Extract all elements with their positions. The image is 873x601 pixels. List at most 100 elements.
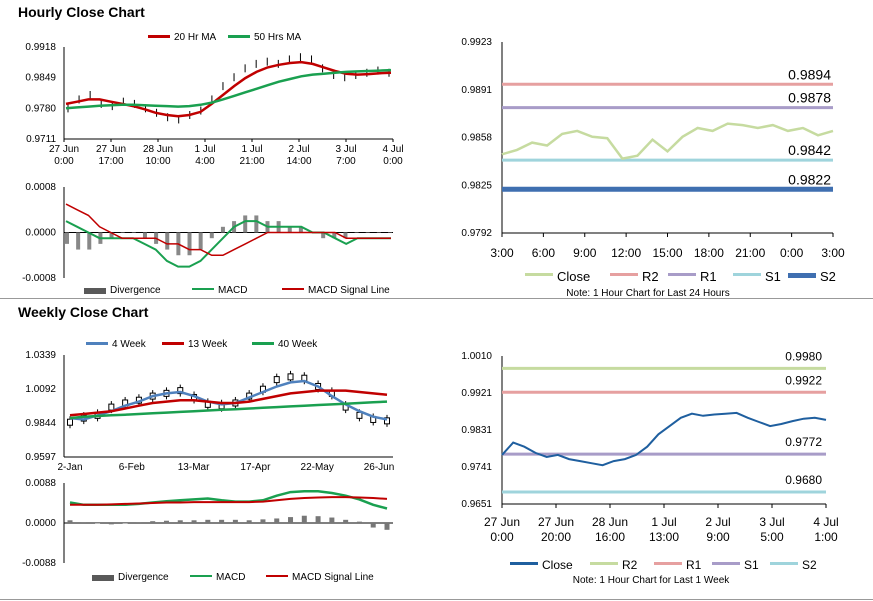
legend-hourly-level-r1-swatch — [668, 273, 696, 276]
hourly-levels-xtick-label: 3:00 — [821, 246, 845, 260]
hourly-levels-ytick-label: 0.9891 — [461, 85, 492, 96]
hourly-divergence-bar — [131, 232, 136, 233]
hourly-levels-xtick-label: 0:00 — [780, 246, 804, 260]
hourly-20hr-ma-line — [65, 60, 392, 118]
weekly-divergence-bar — [315, 516, 321, 523]
legend-hourly-level-s1-label: S1 — [765, 269, 781, 284]
hourly-price-ytick-label: 0.9918 — [25, 42, 56, 53]
weekly-divergence-bar — [301, 515, 307, 523]
weekly-candle-body — [67, 418, 73, 426]
legend-hourly-level-r2-swatch — [610, 273, 638, 276]
legend-hourly-macd-signal-swatch — [282, 288, 304, 290]
weekly-candle-body — [384, 417, 390, 425]
weekly-divergence-bar — [81, 522, 87, 523]
hourly-levels-ytick-label: 0.9858 — [461, 133, 492, 144]
legend-hourly-level-close-label: Close — [557, 269, 590, 284]
section-divider — [0, 298, 873, 299]
hourly-level-s2-label: 0.9822 — [788, 171, 831, 187]
weekly-divergence-bar — [288, 517, 294, 523]
legend-40week-swatch — [252, 342, 274, 345]
weekly-macd-line — [69, 489, 388, 510]
legend-hourly-level-s1-swatch — [733, 273, 761, 276]
hourly-divergence-bar — [376, 232, 381, 233]
hourly-levels-close-line — [501, 122, 834, 160]
weekly-divergence-bar — [177, 520, 183, 523]
hourly-divergence-bar — [298, 226, 303, 233]
weekly-levels-xtick-time: 1:00 — [814, 530, 838, 544]
legend-4week-label: 4 Week — [112, 339, 147, 350]
weekly-levels-xtick-date: 27 Jun — [484, 515, 520, 529]
weekly-divergence-bar — [205, 519, 211, 523]
weekly-divergence-bar — [122, 523, 128, 524]
weekly-levels-xtick-time: 9:00 — [706, 530, 730, 544]
legend-weekly-macd-signal-label: MACD Signal Line — [292, 572, 374, 583]
hourly-price-ytick-label: 0.9780 — [25, 103, 56, 114]
hourly-levels-ytick-label: 0.9825 — [461, 180, 492, 191]
legend-weekly-macd-label: MACD — [216, 572, 245, 583]
weekly-macd-ytick-label: -0.0088 — [22, 558, 56, 569]
hourly-divergence-bar — [109, 232, 114, 239]
hourly-levels-xtick-label: 18:00 — [694, 246, 724, 260]
legend-weekly-level-s1-swatch — [712, 562, 740, 565]
weekly-price-ytick-label: 1.0092 — [25, 384, 56, 395]
hourly-divergence-bar — [76, 232, 81, 250]
hourly-divergence-bar — [120, 232, 125, 233]
hourly-price-xtick-date: 28 Jun — [143, 144, 173, 155]
legend-hourly-level-s2-swatch — [788, 273, 816, 278]
hourly-macd-ytick-label: -0.0008 — [22, 273, 56, 284]
hourly-price-xtick-date: 27 Jun — [49, 144, 79, 155]
hourly-levels-xtick-label: 9:00 — [573, 246, 597, 260]
weekly-levels-xtick-date: 1 Jul — [651, 515, 676, 529]
weekly-divergence-bar — [343, 519, 349, 523]
legend-hourly-level-r1-label: R1 — [700, 269, 717, 284]
weekly-price-xtick-label: 17-Apr — [240, 462, 271, 473]
weekly-levels-ytick-label: 0.9741 — [461, 462, 492, 473]
weekly-4week-line — [69, 379, 388, 421]
weekly-level-r2-label: 0.9980 — [785, 349, 822, 363]
hourly-levels-ytick-label: 0.9923 — [461, 37, 492, 48]
weekly-price-ytick-label: 0.9597 — [25, 452, 56, 463]
weekly-divergence-bar — [95, 523, 101, 524]
legend-hourly-level-r2-label: R2 — [642, 269, 659, 284]
hourly-divergence-bar — [87, 232, 92, 250]
weekly-level-s1-label: 0.9772 — [785, 435, 822, 449]
hourly-divergence-bar — [354, 232, 359, 233]
weekly-levels-xtick-time: 0:00 — [490, 530, 514, 544]
hourly-divergence-bar — [65, 232, 69, 244]
weekly-levels-xtick-date: 28 Jun — [592, 515, 628, 529]
weekly-price-xtick-label: 2-Jan — [57, 462, 82, 473]
hourly-macd-ytick-label: 0.0008 — [25, 182, 56, 193]
hourly-levels-ytick-label: 0.9792 — [461, 228, 492, 239]
hourly-divergence-bar — [142, 232, 147, 239]
hourly-price-ytick-label: 0.9849 — [25, 73, 56, 84]
legend-20hr-ma-swatch — [148, 35, 170, 38]
hourly-price-xtick-time: 10:00 — [145, 156, 170, 167]
hourly-divergence-bar — [287, 226, 292, 233]
hourly-level-s1-label: 0.9842 — [788, 142, 831, 158]
legend-hourly-level-s2-label: S2 — [820, 269, 836, 284]
weekly-levels-close-line — [501, 411, 827, 467]
weekly-candle-body — [287, 373, 294, 381]
legend-hourly-macd-label: MACD — [218, 285, 247, 296]
weekly-divergence-bar — [384, 523, 390, 530]
bottom-divider — [0, 599, 873, 600]
hourly-divergence-bar — [198, 232, 203, 250]
hourly-levels-xtick-label: 12:00 — [611, 246, 641, 260]
weekly-divergence-bar — [246, 520, 252, 523]
weekly-price-ytick-label: 1.0339 — [25, 350, 56, 361]
weekly-divergence-bar — [274, 518, 280, 523]
legend-hourly-macd-signal-label: MACD Signal Line — [308, 285, 390, 296]
weekly-levels-xtick-date: 3 Jul — [759, 515, 784, 529]
hourly-divergence-bar — [365, 232, 370, 233]
legend-20hr-ma-label: 20 Hr MA — [174, 32, 217, 43]
hourly-price-xtick-time: 0:00 — [383, 156, 403, 167]
weekly-section-title: Weekly Close Chart — [18, 304, 149, 320]
hourly-divergence-bar — [332, 232, 337, 239]
legend-weekly-level-r1-swatch — [654, 562, 682, 565]
hourly-macd-signal-line — [65, 203, 391, 257]
weekly-candle-body — [177, 387, 184, 395]
hourly-price-xtick-time: 7:00 — [336, 156, 356, 167]
hourly-divergence-bar — [220, 226, 225, 233]
legend-hourly-macd-swatch — [192, 288, 214, 290]
